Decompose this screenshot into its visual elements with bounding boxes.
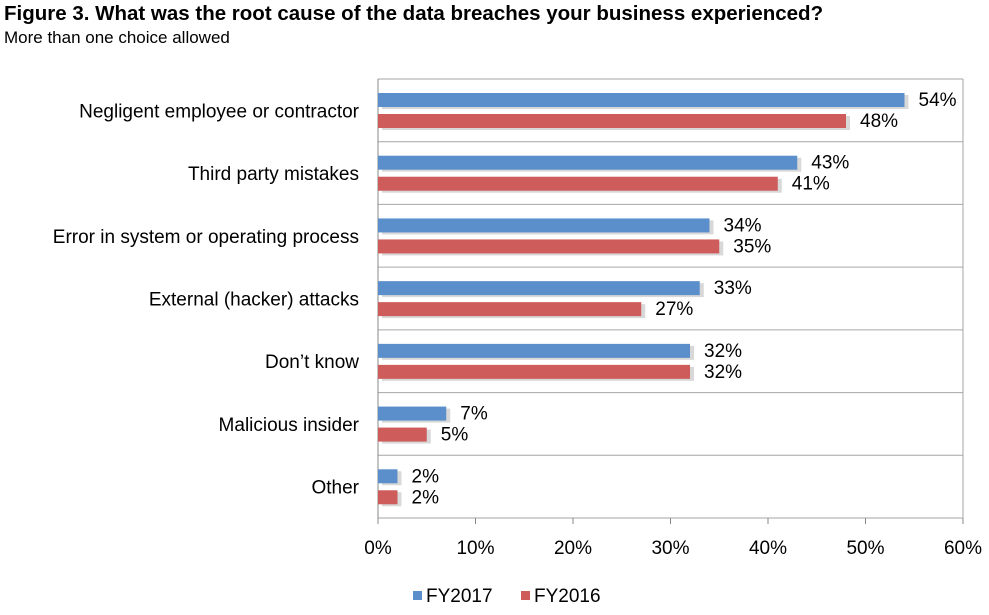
legend-label: FY2016 [534, 586, 601, 607]
legend-swatch-fy2017 [413, 591, 422, 600]
data-label: 32% [704, 341, 742, 362]
chart-subtitle: More than one choice allowed [4, 28, 230, 47]
legend-swatch-fy2016 [521, 591, 530, 600]
data-label: 54% [919, 90, 957, 111]
data-label: 5% [441, 425, 469, 446]
category-label: Negligent employee or contractor [79, 101, 360, 122]
x-tick-label: 60% [944, 538, 982, 559]
data-label: 48% [860, 111, 898, 132]
bar-fy2017 [378, 281, 700, 296]
category-label: Don’t know [265, 352, 359, 373]
data-label: 35% [733, 236, 771, 257]
data-label: 41% [792, 174, 830, 195]
bar-fy2016 [378, 114, 846, 128]
x-tick-label: 50% [846, 538, 884, 559]
bar-fy2016 [378, 364, 690, 379]
bar-fy2017 [378, 469, 398, 484]
bar-fy2016 [378, 302, 642, 317]
category-label: External (hacker) attacks [149, 290, 359, 311]
category-label: Third party mistakes [188, 164, 359, 185]
category-label: Other [311, 478, 359, 499]
chart-title: Figure 3. What was the root cause of the… [4, 2, 824, 25]
bar-fy2017 [378, 406, 447, 421]
data-label: 2% [412, 466, 440, 487]
data-label: 33% [714, 278, 752, 299]
legend-label: FY2017 [426, 586, 493, 607]
bar-fy2016 [378, 427, 427, 442]
bar-fy2016 [378, 239, 720, 254]
bar-fy2016 [378, 176, 778, 191]
data-label: 27% [655, 299, 693, 320]
data-label: 43% [811, 153, 849, 174]
x-tick-label: 10% [456, 538, 494, 559]
bar-fy2016 [378, 490, 398, 505]
x-tick-label: 40% [749, 538, 787, 559]
bar-fy2017 [378, 218, 710, 233]
data-label: 2% [412, 487, 440, 508]
bar-fy2017 [378, 343, 690, 358]
category-label: Malicious insider [219, 415, 360, 436]
data-label: 7% [460, 404, 488, 425]
bar-fy2017 [378, 93, 905, 107]
x-tick-label: 20% [554, 538, 592, 559]
data-label: 34% [724, 215, 762, 236]
x-tick-label: 0% [364, 538, 392, 559]
x-tick-label: 30% [651, 538, 689, 559]
category-label: Error in system or operating process [53, 227, 359, 248]
data-label: 32% [704, 362, 742, 383]
bar-fy2017 [378, 155, 798, 170]
